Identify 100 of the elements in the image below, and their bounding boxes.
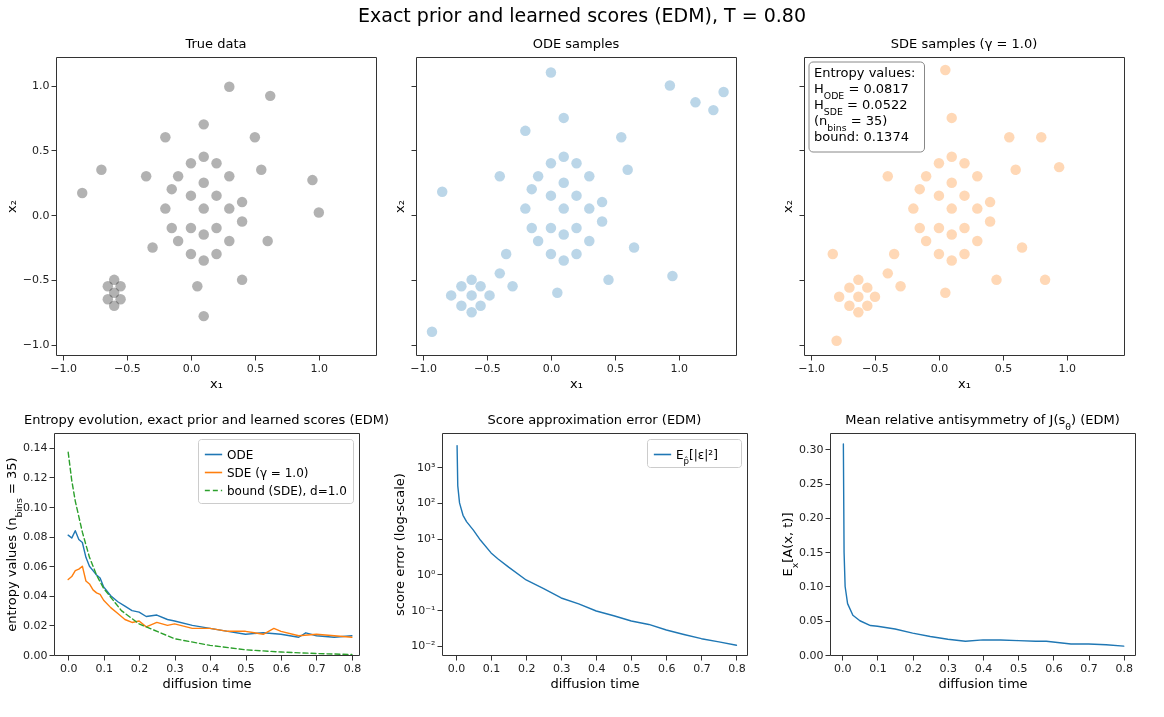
point	[198, 119, 209, 130]
point	[1004, 132, 1015, 143]
point	[264, 90, 276, 102]
point	[532, 235, 544, 247]
chart-title: ODE samples	[532, 36, 620, 51]
point	[933, 248, 945, 260]
point	[160, 132, 171, 143]
point	[466, 274, 477, 286]
point	[991, 274, 1002, 286]
point	[882, 170, 894, 182]
x-tick-label: 0.7	[308, 661, 326, 675]
x-tick-label: 0.5	[1009, 661, 1028, 675]
point	[160, 203, 171, 214]
point	[959, 158, 970, 169]
point	[224, 235, 235, 247]
chart-title: Mean relative antisymmetry of J(s$_{θ}$) (EDM)	[845, 412, 1120, 432]
legend-label: E$_{p̂}$[|ε|²]	[676, 447, 718, 466]
point	[211, 158, 222, 169]
point	[603, 274, 614, 286]
x-tick-label: 1.0	[1058, 361, 1077, 375]
point	[484, 290, 495, 301]
point	[946, 255, 957, 266]
x-tick-label: 0.2	[517, 661, 536, 675]
y-tick-label: 0.5	[32, 143, 50, 157]
point	[224, 81, 235, 93]
point	[940, 64, 951, 76]
x-axis-title: x₁	[570, 375, 583, 391]
x-tick-label: 0.3	[166, 661, 184, 675]
x-tick-label: 0.5	[246, 361, 265, 375]
point	[313, 207, 325, 218]
point	[844, 300, 855, 311]
point	[920, 235, 932, 247]
point	[869, 291, 881, 302]
point	[558, 177, 569, 188]
x-tick-label: 0.5	[623, 661, 641, 675]
x-tick-label: 1.0	[670, 361, 689, 375]
x-tick-label: 0.7	[693, 661, 711, 675]
x-tick-label: 0.6	[272, 661, 291, 675]
y-tick-label: 10¹	[417, 532, 436, 546]
x-tick-label: 0.5	[237, 661, 255, 675]
point	[96, 164, 107, 175]
point	[198, 255, 209, 266]
point	[456, 281, 467, 292]
point	[307, 174, 318, 186]
x-tick-label: 0.3	[939, 661, 958, 675]
point	[1010, 164, 1021, 175]
x-tick-label: 0.5	[994, 361, 1013, 375]
point	[972, 170, 983, 182]
point	[946, 203, 957, 214]
y-tick-label: 10²	[417, 496, 436, 510]
y-tick-label: 0.02	[23, 618, 48, 632]
point	[584, 235, 595, 247]
point	[827, 248, 839, 260]
point	[628, 242, 640, 253]
point	[545, 248, 557, 260]
point	[1053, 161, 1065, 173]
x-tick-label: 0.5	[606, 361, 625, 375]
y-tick-label: 0.10	[799, 579, 824, 593]
x-tick-label: 0.6	[658, 661, 676, 675]
point	[690, 97, 701, 108]
point	[147, 242, 158, 253]
point	[920, 170, 932, 182]
point	[844, 282, 855, 293]
point	[198, 151, 209, 162]
y-tick-label: 10⁰	[417, 567, 437, 581]
point	[616, 132, 627, 143]
x-tick-label: −0.5	[114, 361, 141, 375]
point	[708, 104, 719, 116]
x-axis-title: diffusion time	[162, 675, 252, 691]
point	[108, 300, 120, 311]
annotation: Entropy values:	[814, 65, 916, 80]
point	[211, 190, 222, 201]
point	[895, 281, 906, 292]
line-series	[67, 565, 353, 638]
point	[888, 248, 900, 260]
x-tick-label: 0.8	[1115, 661, 1133, 675]
x-tick-label: 0.0	[930, 361, 949, 375]
point	[831, 335, 842, 346]
x-tick-label: 0.3	[552, 661, 571, 675]
y-axis-title: score error (log-scale)	[392, 473, 408, 616]
point	[908, 203, 919, 214]
point	[914, 183, 925, 195]
x-tick-label: 0.8	[343, 661, 362, 675]
point	[882, 268, 894, 279]
point	[545, 158, 557, 169]
point	[526, 222, 537, 234]
point	[558, 112, 569, 124]
point	[718, 86, 729, 98]
point	[933, 190, 945, 201]
x-tick-label: 0.0	[447, 661, 466, 675]
point	[959, 190, 970, 201]
point	[249, 132, 261, 143]
y-axis-title: x₂	[3, 200, 19, 213]
point	[198, 310, 209, 322]
legend-label: ODE	[227, 447, 254, 462]
point	[224, 170, 235, 182]
line-series	[456, 444, 738, 646]
y-tick-label: 10⁻²	[411, 639, 436, 653]
point	[545, 190, 557, 201]
point	[596, 196, 608, 208]
